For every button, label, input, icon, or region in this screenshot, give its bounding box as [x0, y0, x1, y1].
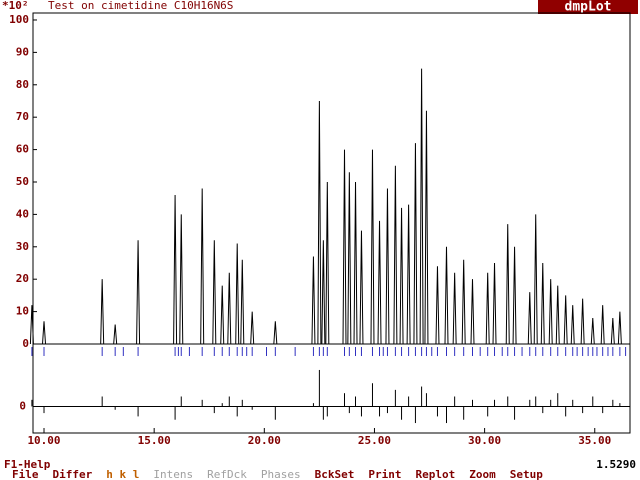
menu-item[interactable]: File — [12, 468, 39, 480]
y-tick-label: 20 — [16, 272, 29, 285]
peak — [321, 240, 326, 345]
menu-item[interactable]: Print — [368, 468, 401, 480]
peak — [563, 295, 568, 345]
peak — [435, 266, 440, 345]
peak — [113, 324, 118, 345]
peak — [370, 149, 375, 345]
x-tick-label: 30.00 — [468, 434, 501, 447]
peak — [393, 165, 398, 345]
peak — [444, 246, 449, 345]
peak — [492, 262, 497, 345]
peak — [452, 272, 457, 345]
chart-title: Test on cimetidine C10H16N6S — [48, 0, 233, 12]
menu-item[interactable]: Differ — [53, 468, 93, 480]
peak — [227, 272, 232, 345]
peak — [311, 256, 316, 345]
y-unit: *10² — [2, 0, 29, 12]
y-tick-label: 100 — [9, 13, 29, 26]
y-tick-label: 70 — [16, 110, 29, 123]
peak — [212, 240, 217, 345]
peak — [317, 100, 322, 345]
peak — [220, 285, 225, 345]
peak — [512, 246, 517, 345]
peak — [590, 318, 595, 345]
peak — [29, 305, 34, 345]
y-tick-label: 50 — [16, 175, 29, 188]
peak — [100, 279, 105, 345]
peak — [470, 279, 475, 345]
peak — [413, 143, 418, 345]
diff-tick-label: 0 — [19, 399, 26, 412]
peak — [610, 318, 615, 345]
peak — [385, 188, 390, 345]
x-tick-label: 10.00 — [27, 434, 60, 447]
peak — [347, 172, 352, 345]
menu-item[interactable]: Replot — [416, 468, 456, 480]
peak — [250, 311, 255, 345]
peak — [527, 292, 532, 345]
peak — [424, 110, 429, 345]
y-tick-label: 60 — [16, 143, 29, 156]
peak — [580, 298, 585, 345]
x-tick-label: 25.00 — [358, 434, 391, 447]
peak — [359, 230, 364, 345]
peak — [377, 220, 382, 345]
peak — [273, 321, 278, 345]
peak — [406, 204, 411, 345]
y-tick-label: 0 — [22, 337, 29, 350]
peak — [353, 181, 358, 345]
help: F1-Help — [4, 458, 51, 471]
peak — [540, 262, 545, 345]
x-tick-label: 35.00 — [578, 434, 611, 447]
peak — [200, 188, 205, 345]
peak — [570, 305, 575, 345]
peak — [325, 181, 330, 345]
menu-item[interactable]: h k l — [106, 468, 139, 480]
peak — [600, 305, 605, 345]
peak — [136, 240, 141, 345]
x-tick-label: 15.00 — [138, 434, 171, 447]
peak — [419, 68, 424, 345]
menu-item[interactable]: Setup — [510, 468, 543, 480]
logo: dmpLot — [565, 0, 612, 15]
y-tick-label: 10 — [16, 305, 29, 318]
menu-item[interactable]: BckSet — [315, 468, 355, 480]
peak — [533, 214, 538, 345]
peak — [505, 224, 510, 345]
peak — [173, 194, 178, 345]
menu-item: Phases — [261, 468, 301, 480]
peak — [485, 272, 490, 345]
peak — [42, 321, 47, 345]
menu-item: RefDck — [207, 468, 247, 480]
logo-box — [538, 0, 638, 14]
peak — [555, 285, 560, 345]
peak — [617, 311, 622, 345]
wavelength: 1.5290 — [596, 458, 636, 471]
peak — [461, 259, 466, 345]
frame — [32, 12, 631, 434]
peak — [342, 149, 347, 345]
y-tick-label: 90 — [16, 45, 29, 58]
peak — [179, 214, 184, 345]
y-tick-label: 40 — [16, 207, 29, 220]
peak — [235, 243, 240, 345]
peak — [399, 207, 404, 345]
y-tick-label: 80 — [16, 78, 29, 91]
x-tick-label: 20.00 — [248, 434, 281, 447]
menu-item: Intens — [153, 468, 193, 480]
y-tick-label: 30 — [16, 240, 29, 253]
peak — [548, 279, 553, 345]
peak — [240, 259, 245, 345]
menu-item[interactable]: Zoom — [469, 468, 496, 480]
